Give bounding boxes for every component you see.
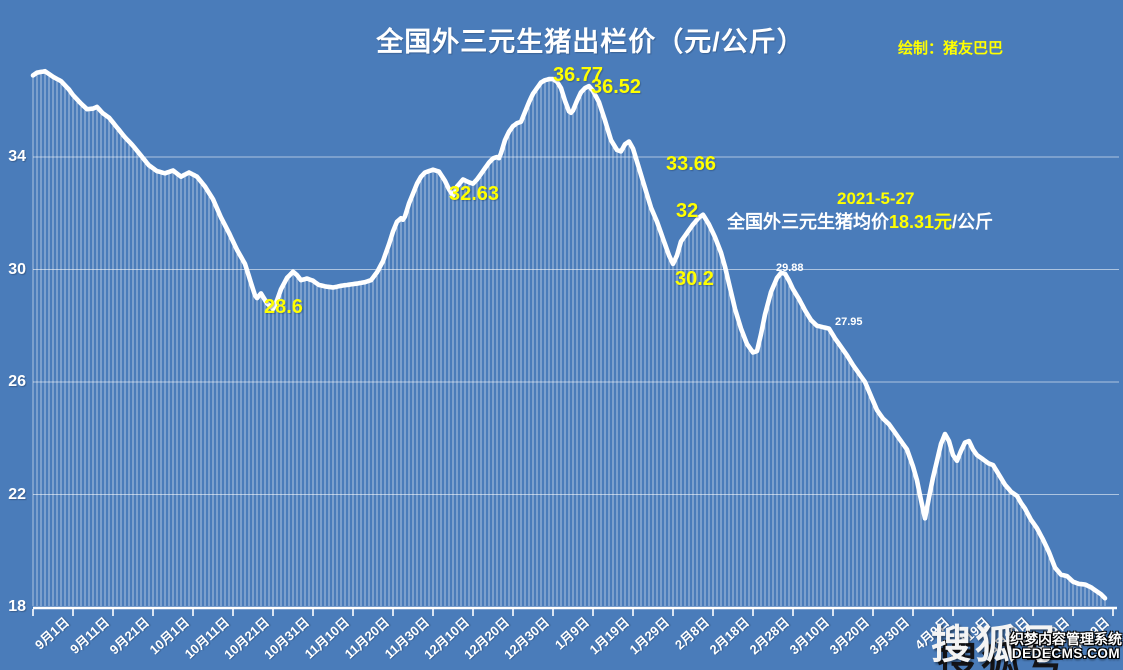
credit-label: 绘制：猪友巴巴 bbox=[898, 40, 1004, 57]
watermark-dedecms-cn: 织梦内容管理系统 bbox=[1010, 631, 1122, 647]
y-axis-label: 34 bbox=[8, 148, 26, 165]
point-label: 36.52 bbox=[591, 76, 642, 98]
y-axis-label: 22 bbox=[8, 485, 26, 503]
point-label: 27.95 bbox=[835, 316, 863, 328]
summary-date: 2021-5-27 bbox=[837, 189, 915, 208]
watermark-sohu: 搜狐号 bbox=[931, 623, 1063, 667]
point-label: 29.88 bbox=[776, 262, 804, 274]
y-axis-label: 26 bbox=[8, 373, 26, 390]
y-axis-label: 30 bbox=[8, 260, 26, 278]
watermark-sohu-shadow: 搜狐号 bbox=[937, 639, 1069, 670]
price-curve bbox=[30, 68, 1108, 601]
chart-title: 全国外三元生猪出栏价（元/公斤） bbox=[376, 27, 805, 57]
watermark-dedecms-url: DEDECMS.COM bbox=[1011, 646, 1121, 662]
point-label: 33.66 bbox=[666, 153, 717, 175]
summary-prefix: 全国外三元生猪均价 bbox=[727, 212, 889, 232]
point-label: 36.77 bbox=[553, 64, 604, 86]
point-label: 28.6 bbox=[264, 296, 303, 318]
point-label: 32 bbox=[676, 200, 699, 222]
summary-price-line: 全国外三元生猪均价18.31元/公斤 bbox=[727, 208, 993, 234]
watermark-dedecms: 织梦内容管理系统 DEDECMS.COM bbox=[1010, 631, 1122, 662]
point-label: 30.2 bbox=[675, 268, 714, 290]
point-label: 32.63 bbox=[449, 183, 500, 205]
y-axis-label: 18 bbox=[8, 598, 26, 615]
summary-suffix: /公斤 bbox=[952, 212, 994, 232]
summary-value: 18.31元 bbox=[889, 212, 953, 232]
